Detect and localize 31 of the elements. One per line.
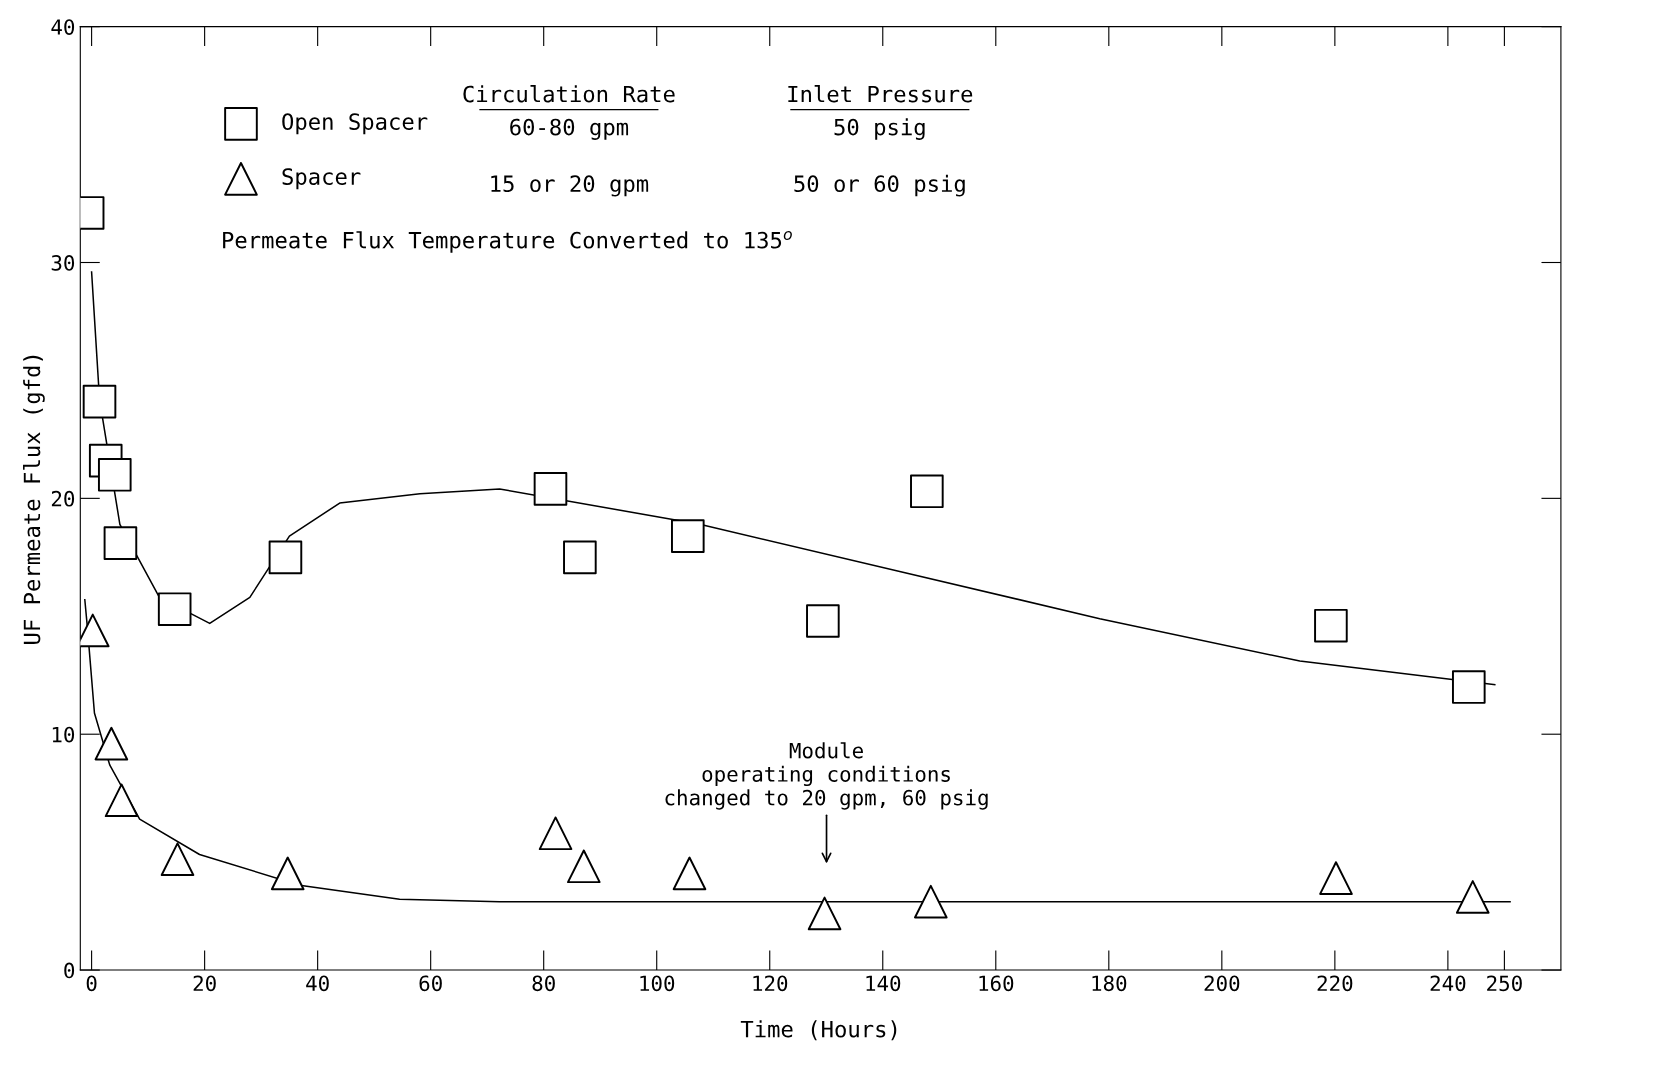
annotation: 60-80 gpm bbox=[510, 118, 629, 140]
annotation: 50 psig bbox=[834, 118, 925, 140]
y-axis-title: UF Permeate Flux (gfd) bbox=[23, 355, 45, 644]
x-tick-label: 0 bbox=[86, 975, 97, 992]
legend-label: Spacer bbox=[282, 168, 361, 190]
x-tick-label: 40 bbox=[306, 975, 329, 992]
x-tick-label: 200 bbox=[1204, 975, 1240, 992]
annotation: Circulation Rate bbox=[463, 85, 675, 103]
x-tick-label: 140 bbox=[866, 975, 901, 992]
x-tick-label: 240 bbox=[1430, 975, 1466, 992]
x-tick-label: 60 bbox=[419, 975, 442, 992]
x-tick-label: 220 bbox=[1317, 975, 1353, 992]
legend-label: Open Spacer bbox=[282, 113, 428, 135]
annotation: Module operating conditions changed to 20 gpm, 60 psig bbox=[665, 742, 988, 810]
x-tick-label: 120 bbox=[753, 975, 788, 992]
x-axis-title: Time (Hours) bbox=[740, 1020, 897, 1041]
x-tick-label: 20 bbox=[193, 975, 216, 992]
x-tick-label: 80 bbox=[532, 975, 555, 992]
annotation: 15 or 20 gpm bbox=[491, 175, 649, 197]
y-tick-label: 40 bbox=[51, 19, 75, 35]
y-tick-label: 10 bbox=[52, 726, 75, 743]
x-tick-label: 100 bbox=[640, 975, 675, 992]
annotation: 50 or 60 psig bbox=[794, 174, 965, 197]
y-tick-label: 0 bbox=[64, 962, 75, 979]
y-tick-label: 30 bbox=[51, 255, 75, 271]
y-tick-label: 20 bbox=[51, 490, 75, 507]
annotation: Inlet Pressure bbox=[788, 85, 973, 103]
x-tick-label: 250 bbox=[1487, 975, 1522, 992]
x-tick-label: 180 bbox=[1092, 975, 1127, 992]
annotation: Permeate Flux Temperature Converted to 135$^{o}$ bbox=[223, 231, 792, 253]
x-tick-label: 160 bbox=[979, 975, 1014, 992]
